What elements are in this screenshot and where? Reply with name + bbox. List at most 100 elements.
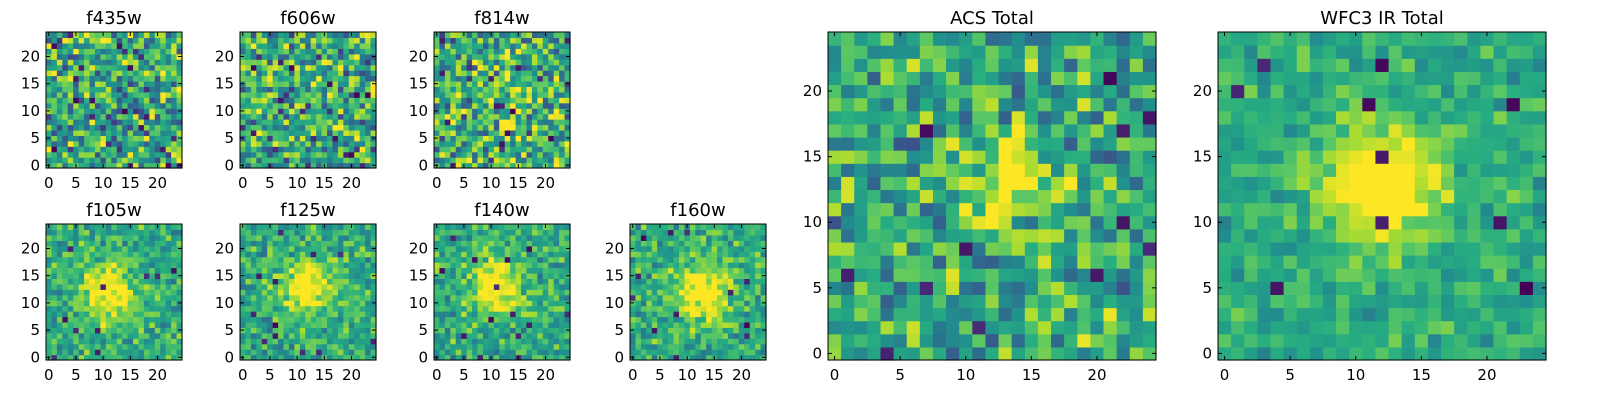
heatmap-cell xyxy=(316,43,322,49)
heatmap-cell xyxy=(532,135,538,141)
heatmap-cell xyxy=(733,295,739,301)
heatmap-cell xyxy=(343,262,349,268)
heatmap-cell xyxy=(144,295,150,301)
heatmap-cell xyxy=(311,240,317,246)
heatmap-cell xyxy=(657,306,663,312)
heatmap-cell xyxy=(635,316,641,322)
heatmap-cell xyxy=(251,327,257,333)
heatmap-cell xyxy=(106,333,112,339)
heatmap-cell xyxy=(149,338,155,344)
heatmap-cell xyxy=(733,246,739,252)
heatmap-cell xyxy=(51,322,57,328)
heatmap-cell xyxy=(273,124,279,130)
heatmap-cell xyxy=(537,338,543,344)
heatmap-cell xyxy=(450,322,456,328)
heatmap-cell xyxy=(294,289,300,295)
heatmap-cell xyxy=(155,76,161,82)
heatmap-cell xyxy=(95,300,101,306)
heatmap-cell xyxy=(289,300,295,306)
heatmap-cell xyxy=(679,251,685,257)
heatmap-cell xyxy=(488,81,494,87)
heatmap-cell xyxy=(933,294,947,308)
heatmap-cell xyxy=(245,333,251,339)
heatmap-cell xyxy=(505,59,511,65)
heatmap-cell xyxy=(289,119,295,125)
heatmap-cell xyxy=(273,300,279,306)
heatmap-cell xyxy=(284,316,290,322)
heatmap-cell xyxy=(278,54,284,60)
heatmap-cell xyxy=(311,229,317,235)
heatmap-cell xyxy=(122,284,128,290)
heatmap-cell xyxy=(472,273,478,279)
heatmap-cell xyxy=(445,338,451,344)
heatmap-cell xyxy=(300,295,306,301)
heatmap-cell xyxy=(133,54,139,60)
heatmap-cell xyxy=(278,240,284,246)
heatmap-cell xyxy=(483,146,489,152)
heatmap-cell xyxy=(456,273,462,279)
heatmap-cell xyxy=(73,235,79,241)
heatmap-cell xyxy=(483,119,489,125)
heatmap-cell xyxy=(128,257,134,263)
heatmap-cell xyxy=(488,327,494,333)
heatmap-cell xyxy=(332,278,338,284)
heatmap-cell xyxy=(532,54,538,60)
heatmap-cell xyxy=(284,54,290,60)
heatmap-cell xyxy=(548,108,554,114)
heatmap-cell xyxy=(841,216,855,230)
heatmap-cell xyxy=(467,333,473,339)
heatmap-cell xyxy=(349,316,355,322)
heatmap-cell xyxy=(138,262,144,268)
heatmap-cell xyxy=(128,268,134,274)
heatmap-cell xyxy=(472,235,478,241)
heatmap-cell xyxy=(117,311,123,317)
heatmap-cell xyxy=(284,333,290,339)
heatmap-cell xyxy=(450,251,456,257)
heatmap-cell xyxy=(439,92,445,98)
heatmap-cell xyxy=(526,311,532,317)
heatmap-cell xyxy=(690,300,696,306)
heatmap-cell xyxy=(1051,203,1065,217)
heatmap-cell xyxy=(494,322,500,328)
heatmap-cell xyxy=(854,308,868,322)
heatmap-cell xyxy=(267,141,273,147)
heatmap-cell xyxy=(100,48,106,54)
heatmap-cell xyxy=(305,284,311,290)
heatmap-cell xyxy=(84,349,90,355)
heatmap-cell xyxy=(559,333,565,339)
heatmap-cell xyxy=(171,135,177,141)
heatmap-cell xyxy=(505,262,511,268)
heatmap-cell xyxy=(701,273,707,279)
heatmap-cell xyxy=(559,306,565,312)
heatmap-cell xyxy=(559,54,565,60)
heatmap-cell xyxy=(483,37,489,43)
heatmap-cell xyxy=(267,268,273,274)
heatmap-cell xyxy=(349,135,355,141)
heatmap-cell xyxy=(674,349,680,355)
heatmap-cell xyxy=(349,97,355,103)
heatmap-cell xyxy=(111,76,117,82)
heatmap-cell xyxy=(90,76,96,82)
heatmap-cell xyxy=(343,273,349,279)
heatmap-cell xyxy=(1143,268,1157,282)
heatmap-cell xyxy=(516,229,522,235)
heatmap-cell xyxy=(652,224,658,230)
heatmap-cell xyxy=(695,268,701,274)
heatmap-cell xyxy=(240,295,246,301)
heatmap-cell xyxy=(695,295,701,301)
heatmap-cell xyxy=(828,189,842,203)
heatmap-cell xyxy=(554,306,560,312)
heatmap-cell xyxy=(933,242,947,256)
heatmap-cell xyxy=(445,306,451,312)
heatmap-cell xyxy=(251,268,257,274)
heatmap-cell xyxy=(933,321,947,335)
heatmap-cell xyxy=(365,284,371,290)
heatmap-cell xyxy=(327,300,333,306)
heatmap-cell xyxy=(73,81,79,87)
heatmap-cell xyxy=(256,262,262,268)
heatmap-cell xyxy=(733,316,739,322)
heatmap-cell xyxy=(128,157,134,163)
heatmap-cell xyxy=(907,294,921,308)
heatmap-cell xyxy=(332,322,338,328)
heatmap-cell xyxy=(461,235,467,241)
